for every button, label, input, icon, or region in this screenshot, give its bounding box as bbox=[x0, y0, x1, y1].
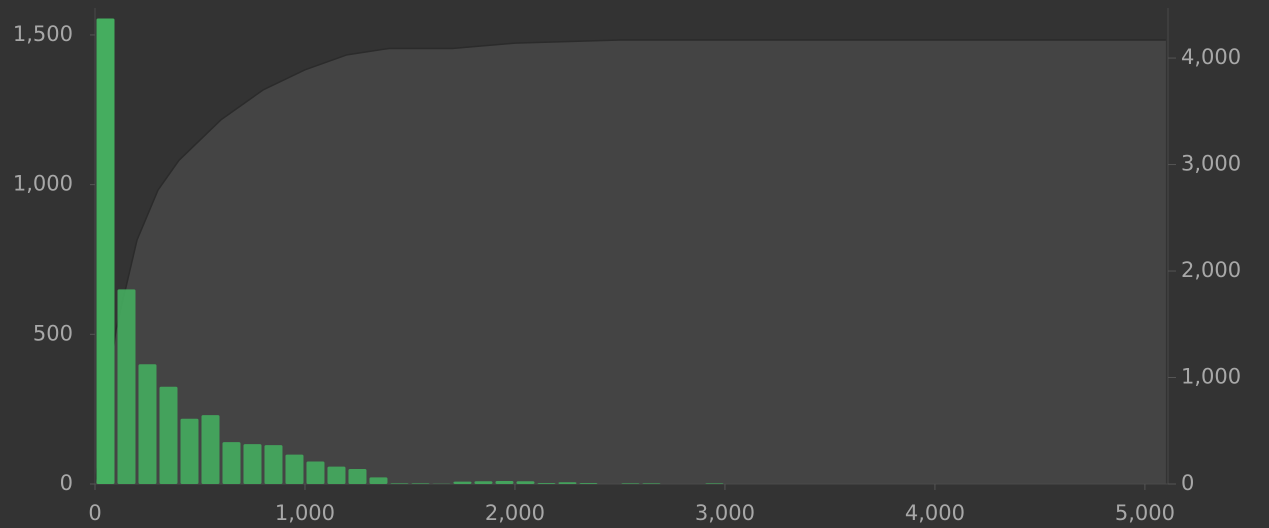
bar bbox=[159, 386, 178, 484]
y-tick-label: 0 bbox=[60, 471, 73, 495]
y-tick-label: 1,000 bbox=[13, 172, 73, 196]
bar bbox=[621, 483, 640, 484]
bar bbox=[474, 481, 493, 484]
bar bbox=[117, 289, 136, 484]
bar bbox=[495, 481, 514, 484]
bar bbox=[96, 18, 115, 484]
bar bbox=[348, 469, 367, 484]
bar bbox=[705, 483, 724, 484]
y2-tick-label: 0 bbox=[1181, 471, 1194, 495]
x-tick-label: 2,000 bbox=[485, 501, 545, 525]
x-tick-label: 4,000 bbox=[905, 501, 965, 525]
bar bbox=[285, 454, 304, 484]
x-tick-label: 3,000 bbox=[695, 501, 755, 525]
bar bbox=[327, 466, 346, 484]
bar bbox=[411, 483, 430, 484]
y2-tick-label: 1,000 bbox=[1181, 365, 1241, 389]
x-tick-label: 1,000 bbox=[275, 501, 335, 525]
x-tick-label: 5,000 bbox=[1115, 501, 1175, 525]
bar bbox=[306, 461, 325, 484]
bar bbox=[579, 483, 598, 484]
cumulative-area bbox=[95, 39, 1166, 484]
bar bbox=[453, 481, 472, 484]
bar bbox=[201, 415, 220, 484]
bar bbox=[537, 483, 556, 484]
bar bbox=[642, 483, 661, 484]
bar bbox=[264, 445, 283, 484]
y2-tick-label: 3,000 bbox=[1181, 152, 1241, 176]
bar bbox=[369, 477, 388, 484]
bar bbox=[558, 482, 577, 484]
bar bbox=[243, 444, 262, 484]
bar bbox=[516, 481, 535, 484]
y2-tick-label: 4,000 bbox=[1181, 45, 1241, 69]
bar bbox=[180, 418, 199, 484]
y2-tick-label: 2,000 bbox=[1181, 258, 1241, 282]
y-tick-label: 1,500 bbox=[13, 22, 73, 46]
y-tick-label: 500 bbox=[33, 321, 73, 345]
cumulative-line bbox=[94, 39, 1166, 485]
bar bbox=[222, 442, 241, 484]
x-tick-label: 0 bbox=[88, 501, 101, 525]
bar bbox=[138, 364, 157, 484]
bar bbox=[390, 483, 409, 484]
